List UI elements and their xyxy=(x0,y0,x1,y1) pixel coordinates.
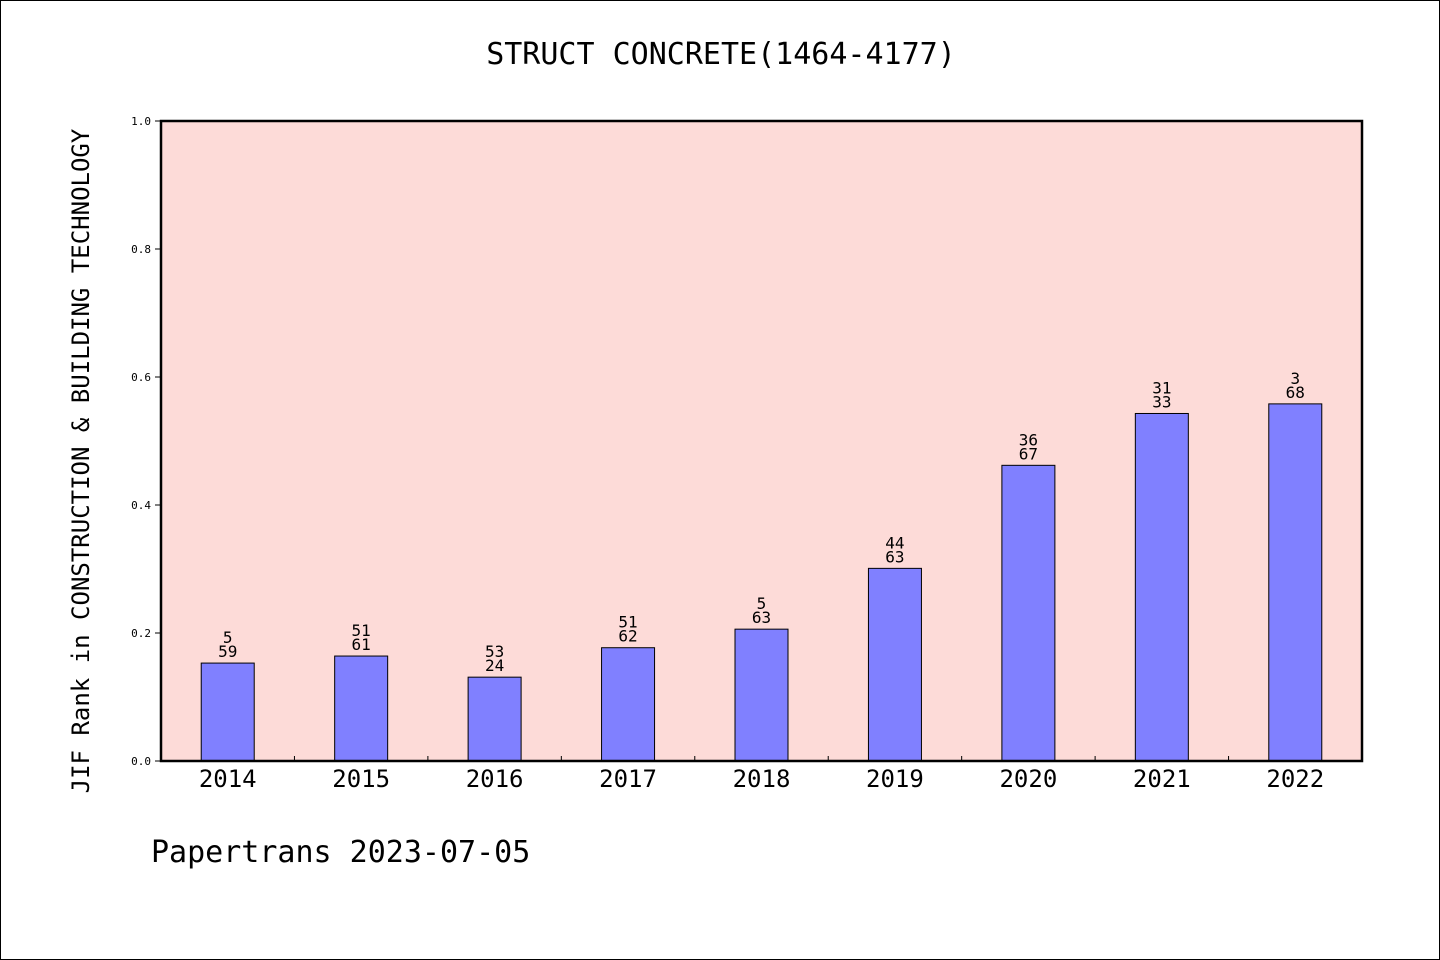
bar-annotation-total: 68 xyxy=(1286,383,1305,402)
bar-annotation-rank: 3 xyxy=(1290,369,1300,388)
x-tick-label: 2018 xyxy=(733,765,791,793)
bar-annotation-rank: 51 xyxy=(352,621,371,640)
bar-annotation-rank: 53 xyxy=(485,642,504,661)
chart-title: STRUCT CONCRETE(1464-4177) xyxy=(486,37,956,72)
x-tick-label: 2017 xyxy=(599,765,657,793)
bar-annotation-total: 24 xyxy=(485,656,504,675)
bar-annotation-rank: 36 xyxy=(1019,430,1038,449)
y-tick-label: 0.0 xyxy=(131,755,151,768)
x-tick-label: 2015 xyxy=(332,765,390,793)
bar-annotation-rank: 5 xyxy=(223,628,233,647)
x-tick-label: 2021 xyxy=(1133,765,1191,793)
y-tick-label: 0.6 xyxy=(131,371,151,384)
bar-annotation-total: 61 xyxy=(352,635,371,654)
bar xyxy=(1268,403,1323,762)
bar-annotation-total: 62 xyxy=(618,627,637,646)
bar xyxy=(334,655,389,762)
bar xyxy=(200,662,255,762)
bar xyxy=(1134,412,1189,762)
bar-annotation-rank: 44 xyxy=(885,533,904,552)
y-tick-label: 0.8 xyxy=(131,243,151,256)
plot-border xyxy=(159,119,1364,763)
y-tick-label: 1.0 xyxy=(131,115,151,128)
footer-credit: Papertrans 2023-07-05 xyxy=(151,835,531,870)
y-tick-label: 0.4 xyxy=(131,499,151,512)
bar xyxy=(601,647,656,762)
bar-annotation-rank: 5 xyxy=(757,594,767,613)
bar-annotation-total: 67 xyxy=(1019,444,1038,463)
y-tick-label: 0.2 xyxy=(131,627,151,640)
x-tick-label: 2016 xyxy=(466,765,524,793)
bar xyxy=(1001,464,1056,762)
bar-annotation-rank: 51 xyxy=(618,613,637,632)
bar-annotation-total: 63 xyxy=(752,608,771,627)
bar xyxy=(867,567,922,762)
bar xyxy=(467,676,522,762)
bar-annotation-total: 59 xyxy=(218,642,237,661)
bar-annotation-total: 63 xyxy=(885,547,904,566)
x-tick-label: 2019 xyxy=(866,765,924,793)
x-tick-label: 2014 xyxy=(199,765,257,793)
bar xyxy=(734,628,789,762)
bar-annotation-rank: 31 xyxy=(1152,378,1171,397)
x-tick-label: 2022 xyxy=(1266,765,1324,793)
x-tick-label: 2020 xyxy=(999,765,1057,793)
bar-annotation-total: 33 xyxy=(1152,392,1171,411)
